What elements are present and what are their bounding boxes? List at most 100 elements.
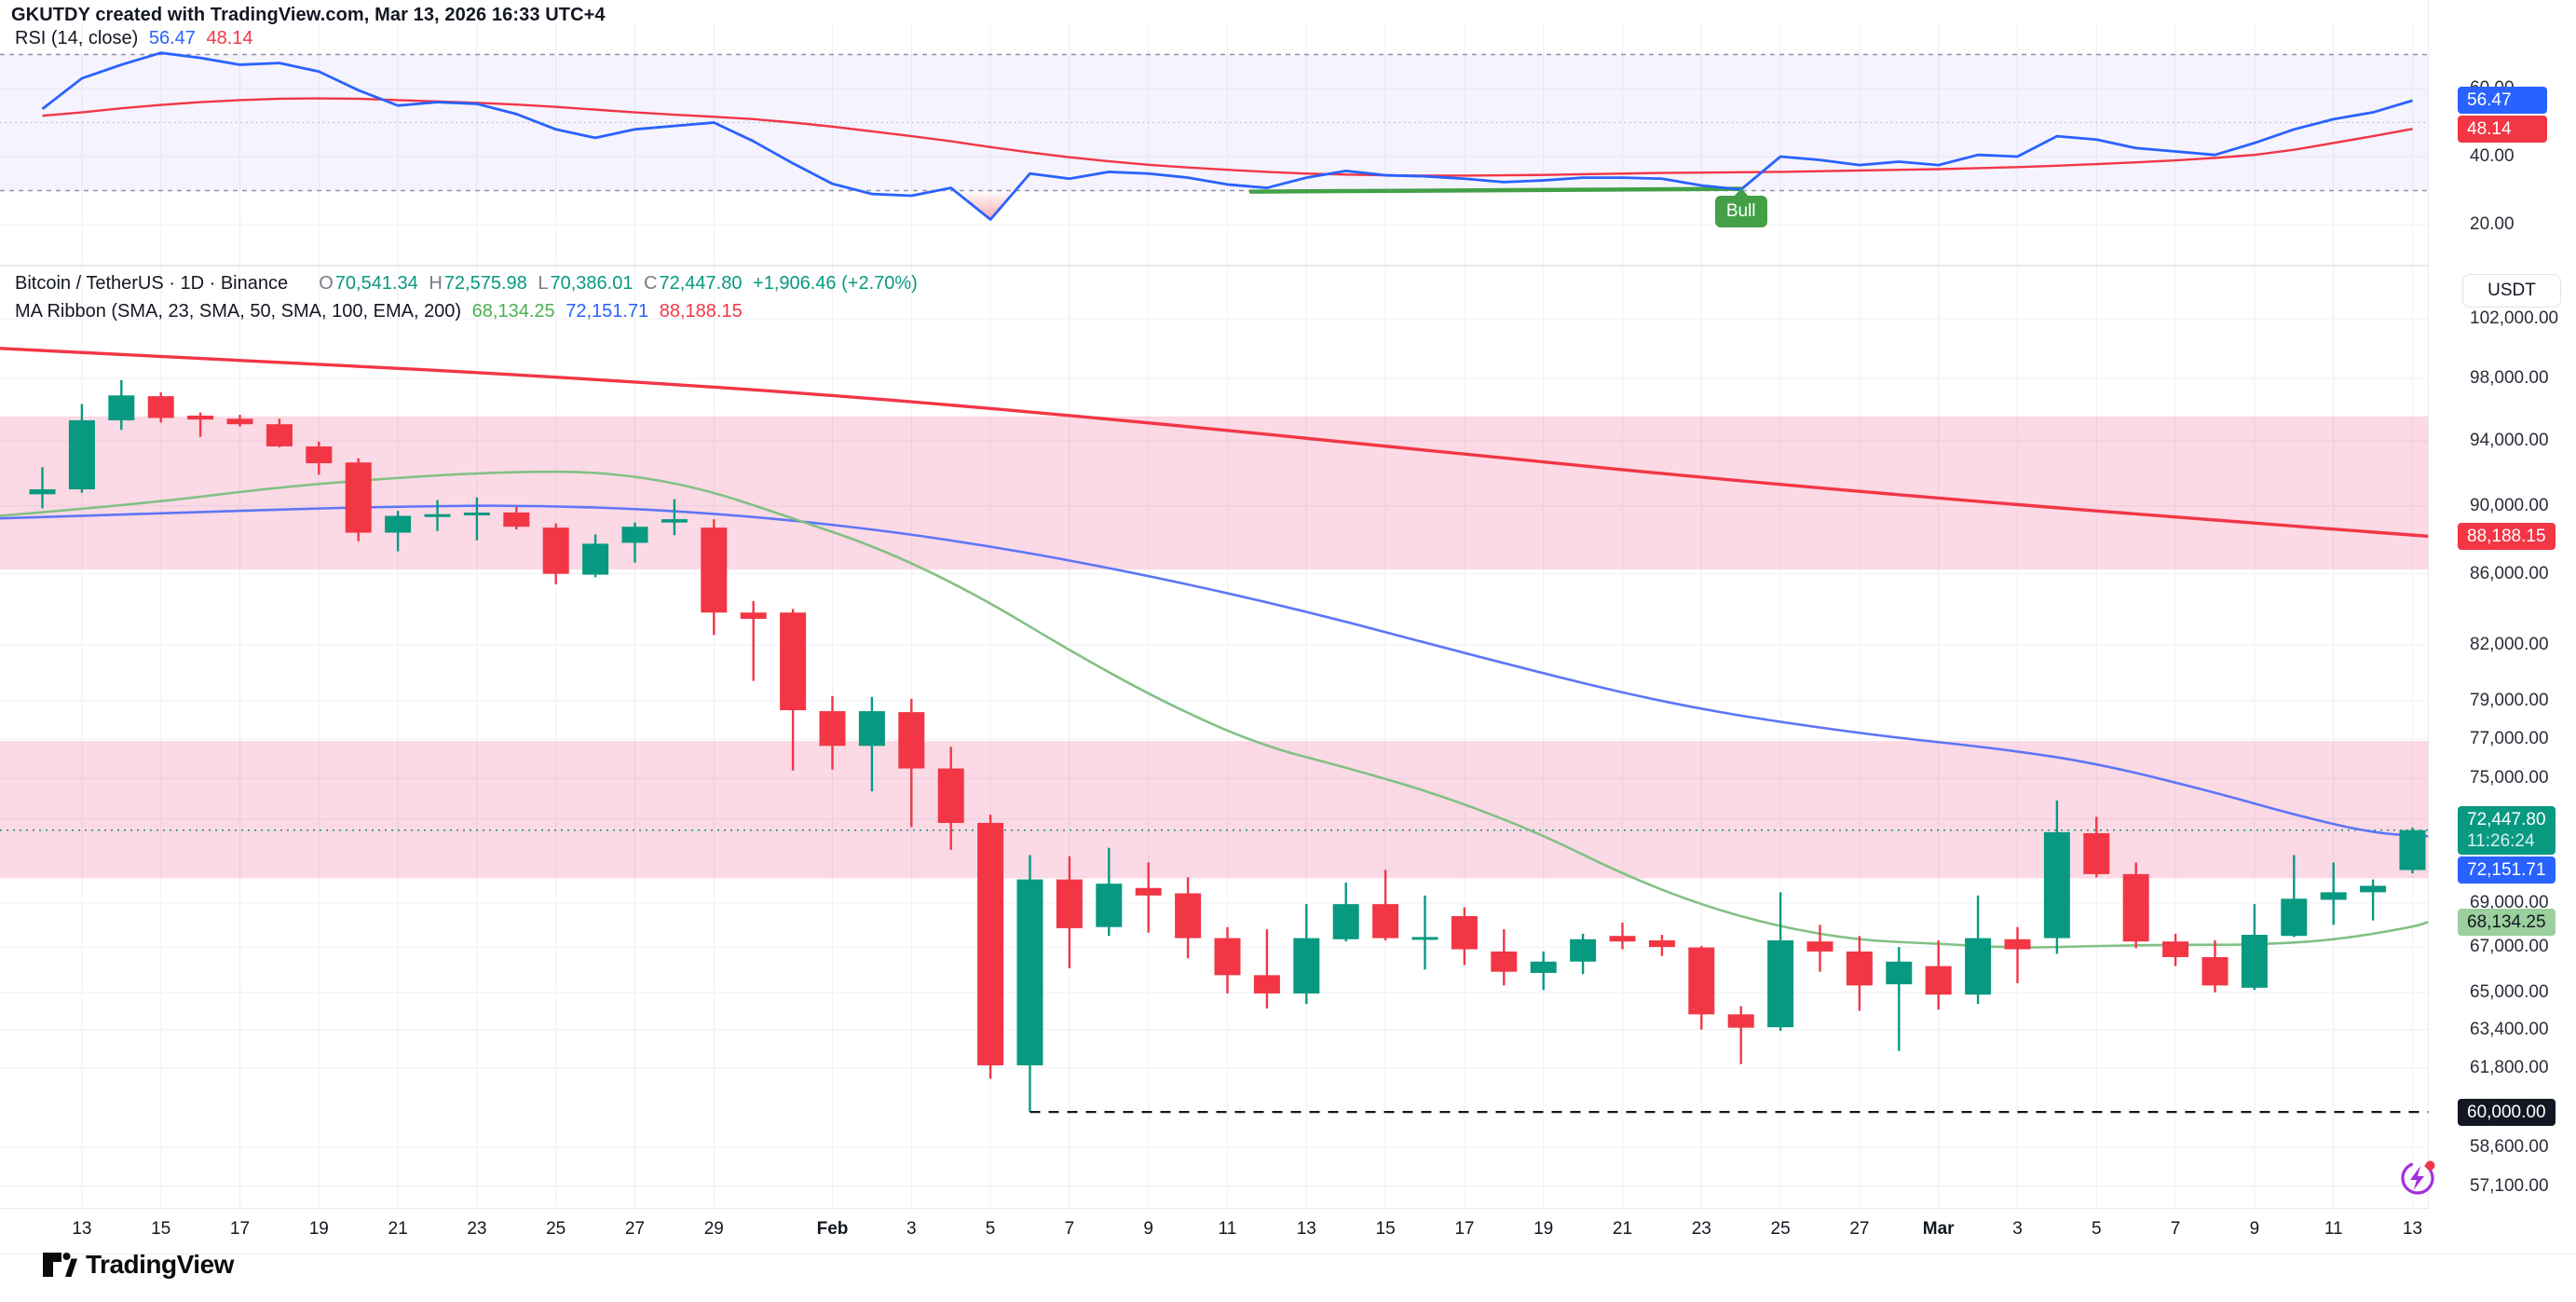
time-axis-label: 23 bbox=[467, 1219, 487, 1239]
price-axis-label: 63,400.00 bbox=[2470, 1019, 2549, 1039]
price-axis-label: 65,000.00 bbox=[2470, 981, 2549, 1002]
candle bbox=[1332, 904, 1359, 939]
time-axis-label: 17 bbox=[1454, 1219, 1475, 1239]
time-axis-label: 21 bbox=[388, 1219, 408, 1239]
candle bbox=[858, 711, 885, 747]
candle bbox=[937, 768, 964, 823]
candle bbox=[1727, 1014, 1754, 1028]
candle bbox=[187, 415, 214, 420]
candle bbox=[1056, 879, 1083, 928]
rsi-axis-label: 40.00 bbox=[2470, 146, 2515, 166]
price-axis-label: 69,000.00 bbox=[2470, 892, 2549, 912]
tradingview-logo[interactable]: TradingView bbox=[41, 1249, 234, 1281]
candle bbox=[1293, 938, 1320, 994]
candle bbox=[1451, 915, 1478, 950]
grid-layer bbox=[0, 23, 2429, 1209]
time-axis-label: 13 bbox=[72, 1219, 92, 1239]
bull-label-text: Bull bbox=[1725, 200, 1756, 221]
time-axis-label: 5 bbox=[985, 1219, 996, 1239]
candle bbox=[108, 395, 135, 420]
candle bbox=[2320, 892, 2347, 900]
ma-line bbox=[0, 470, 2429, 949]
candle bbox=[1175, 893, 1202, 939]
rsi-axis-label: 20.00 bbox=[2470, 214, 2515, 234]
ma-value-red: 88,188.15 bbox=[659, 301, 743, 322]
candle bbox=[345, 462, 372, 533]
candle bbox=[701, 528, 728, 613]
time-axis-label: 25 bbox=[1770, 1219, 1791, 1239]
ideas-spark-button[interactable] bbox=[2394, 1154, 2441, 1200]
candle bbox=[1846, 951, 1873, 986]
time-axis-label: 3 bbox=[2012, 1219, 2023, 1239]
price-axis-label: 82,000.00 bbox=[2470, 635, 2549, 655]
time-axis-label: Mar bbox=[1922, 1219, 1955, 1239]
time-axis-label: 15 bbox=[1375, 1219, 1396, 1239]
candle bbox=[740, 612, 767, 619]
time-axis-label: 13 bbox=[1296, 1219, 1316, 1239]
change-value: +1,906.46 (+2.70%) bbox=[753, 273, 918, 294]
time-axis-label: 9 bbox=[1143, 1219, 1153, 1239]
tradingview-logo-text: TradingView bbox=[86, 1250, 234, 1279]
open-label: O bbox=[319, 273, 334, 294]
candle bbox=[1767, 939, 1794, 1028]
low-value: 70,386.01 bbox=[550, 273, 634, 294]
time-axis-label: Feb bbox=[816, 1219, 849, 1239]
time-axis-label: 21 bbox=[1612, 1219, 1633, 1239]
price-badge: 48.14 bbox=[2458, 116, 2547, 144]
candle bbox=[1688, 947, 1715, 1015]
high-value: 72,575.98 bbox=[443, 273, 527, 294]
time-axis-label: 15 bbox=[151, 1219, 171, 1239]
price-badge: 60,000.00 bbox=[2458, 1098, 2556, 1126]
candle bbox=[1570, 939, 1597, 962]
candle bbox=[582, 543, 609, 575]
rsi-value: 56.47 bbox=[148, 28, 196, 48]
candle bbox=[2004, 939, 2031, 950]
high-label: H bbox=[429, 273, 443, 294]
price-axis[interactable]: USDT 102,000.00 98,000.00 94,000.00 90,000.… bbox=[2429, 0, 2576, 1254]
candle bbox=[68, 419, 95, 490]
candle bbox=[1491, 951, 1518, 972]
candle bbox=[1135, 887, 1162, 896]
spark-icon bbox=[2401, 1160, 2435, 1195]
candle bbox=[977, 822, 1004, 1066]
open-value: 70,541.34 bbox=[334, 273, 418, 294]
candle bbox=[661, 519, 688, 523]
chart-attribution: GKUTDY created with TradingView.com, Mar… bbox=[11, 5, 606, 25]
price-axis-label: 98,000.00 bbox=[2470, 368, 2549, 389]
price-axis-label: 61,800.00 bbox=[2470, 1057, 2549, 1077]
candle bbox=[1096, 884, 1123, 927]
symbol-title: Bitcoin / TetherUS · 1D · Binance bbox=[15, 273, 289, 294]
candle bbox=[2162, 941, 2189, 957]
candle bbox=[898, 712, 925, 769]
candle bbox=[1806, 941, 1833, 952]
candle bbox=[2281, 898, 2308, 937]
candle bbox=[147, 396, 174, 418]
candle bbox=[424, 514, 451, 517]
price-pane bbox=[0, 347, 2429, 1114]
rsi-legend: RSI (14, close) 56.47 48.14 bbox=[15, 28, 259, 49]
ma-line bbox=[0, 504, 2429, 838]
candle bbox=[1609, 936, 1636, 942]
time-axis-label: 25 bbox=[546, 1219, 566, 1239]
low-label: L bbox=[538, 273, 549, 294]
candle bbox=[2399, 829, 2426, 870]
candle bbox=[1925, 966, 1952, 995]
time-axis-label: 11 bbox=[1218, 1219, 1237, 1239]
candle bbox=[1965, 938, 1992, 995]
time-axis-label: 17 bbox=[229, 1219, 251, 1239]
price-axis-label: 75,000.00 bbox=[2470, 768, 2549, 788]
candle bbox=[385, 515, 412, 533]
time-axis[interactable]: 13 15 17 19 21 23 25 27 29 Feb 3 5 7 9 11 13 15 17 19 21 23 2… bbox=[0, 1209, 2576, 1254]
price-axis-label: 86,000.00 bbox=[2470, 563, 2549, 583]
candle bbox=[2241, 935, 2268, 988]
candle bbox=[1886, 961, 1913, 985]
candles-layer bbox=[29, 379, 2426, 1113]
time-axis-label: 13 bbox=[2402, 1219, 2423, 1239]
time-axis-label: 19 bbox=[1533, 1219, 1554, 1239]
currency-toggle[interactable]: USDT bbox=[2462, 274, 2561, 308]
price-axis-label: 102,000.00 bbox=[2470, 308, 2559, 328]
price-axis-label: 79,000.00 bbox=[2470, 690, 2549, 710]
ma-value-green: 68,134.25 bbox=[471, 301, 555, 322]
